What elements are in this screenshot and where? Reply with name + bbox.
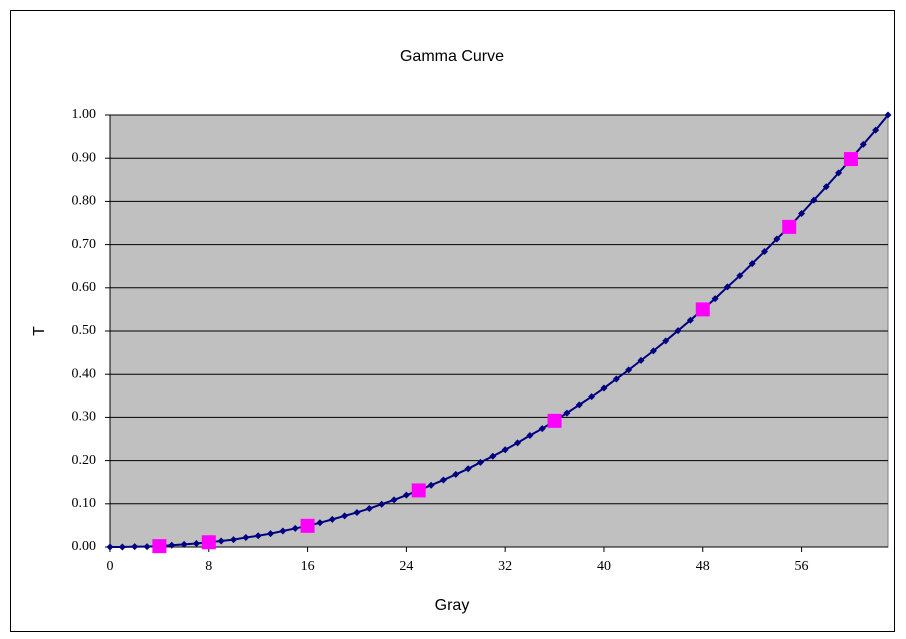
point-marker [300, 518, 315, 533]
point-marker [316, 519, 324, 527]
point-marker [501, 446, 509, 454]
x-tick-label: 56 [795, 559, 809, 574]
point-marker [835, 169, 843, 177]
point-marker [489, 452, 497, 460]
point-marker [547, 413, 562, 428]
point-marker [131, 543, 139, 551]
y-tick-label: 0.40 [72, 366, 97, 381]
point-marker [748, 260, 756, 268]
point-marker [152, 539, 167, 554]
point-marker [625, 366, 633, 374]
point-marker [588, 393, 596, 401]
point-marker [600, 384, 608, 392]
y-tick-label: 0.20 [72, 453, 97, 468]
point-marker [538, 425, 546, 433]
point-marker [798, 209, 806, 217]
chart-border [10, 10, 895, 632]
chart-title: Gamma Curve [400, 48, 504, 65]
x-axis-label: Gray [435, 597, 470, 614]
x-tick-label: 8 [205, 559, 212, 574]
point-marker [411, 483, 426, 498]
point-marker [168, 541, 176, 549]
point-marker [822, 183, 830, 191]
point-marker [378, 500, 386, 508]
point-marker [649, 347, 657, 355]
point-marker [143, 543, 151, 551]
point-marker [180, 540, 188, 548]
point-marker [464, 465, 472, 473]
point-marker [217, 537, 225, 545]
x-tick-label: 24 [399, 559, 413, 574]
y-tick-label: 0.00 [72, 539, 97, 554]
point-marker [782, 219, 797, 234]
point-marker [761, 248, 769, 256]
y-axis-label: T [31, 326, 48, 336]
point-marker [563, 409, 571, 417]
point-marker [192, 540, 200, 548]
point-marker [476, 458, 484, 466]
point-marker [365, 505, 373, 513]
point-marker [884, 111, 892, 119]
y-tick-label: 0.80 [72, 194, 97, 209]
point-marker [526, 432, 534, 440]
y-tick-label: 1.00 [72, 107, 97, 122]
point-marker [452, 470, 460, 478]
point-marker [118, 543, 126, 551]
point-marker [736, 272, 744, 280]
point-marker [267, 530, 275, 538]
y-tick-label: 0.90 [72, 150, 97, 165]
point-marker [612, 375, 620, 383]
point-marker [427, 481, 435, 489]
y-tick-label: 0.30 [72, 410, 97, 425]
point-marker [254, 532, 262, 540]
point-marker [201, 535, 216, 550]
point-marker [279, 527, 287, 535]
point-marker [242, 533, 250, 541]
point-marker [341, 512, 349, 520]
point-marker [872, 126, 880, 134]
point-marker [843, 152, 858, 167]
point-marker [662, 337, 670, 345]
point-marker [439, 476, 447, 484]
point-marker [686, 316, 694, 324]
series-line [110, 114, 889, 548]
y-tick-label: 0.10 [72, 496, 97, 511]
point-marker [291, 524, 299, 532]
x-tick-label: 40 [597, 559, 611, 574]
y-tick-label: 0.70 [72, 237, 97, 252]
point-marker [859, 140, 867, 148]
point-marker [402, 491, 410, 499]
point-marker [353, 508, 361, 516]
point-marker [711, 295, 719, 303]
point-marker [229, 536, 237, 544]
point-marker [810, 196, 818, 204]
point-marker [723, 283, 731, 291]
point-marker [106, 543, 114, 551]
point-marker [514, 439, 522, 447]
point-marker [695, 302, 710, 317]
y-tick-label: 0.50 [72, 323, 97, 338]
y-tick-label: 0.60 [72, 280, 97, 295]
x-tick-label: 48 [696, 559, 710, 574]
point-marker [773, 235, 781, 243]
point-marker [637, 356, 645, 364]
point-marker [674, 327, 682, 335]
point-marker [328, 515, 336, 523]
x-tick-label: 32 [498, 559, 512, 574]
x-tick-label: 0 [107, 559, 114, 574]
x-tick-label: 16 [301, 559, 315, 574]
point-marker [390, 496, 398, 504]
point-marker [575, 401, 583, 409]
